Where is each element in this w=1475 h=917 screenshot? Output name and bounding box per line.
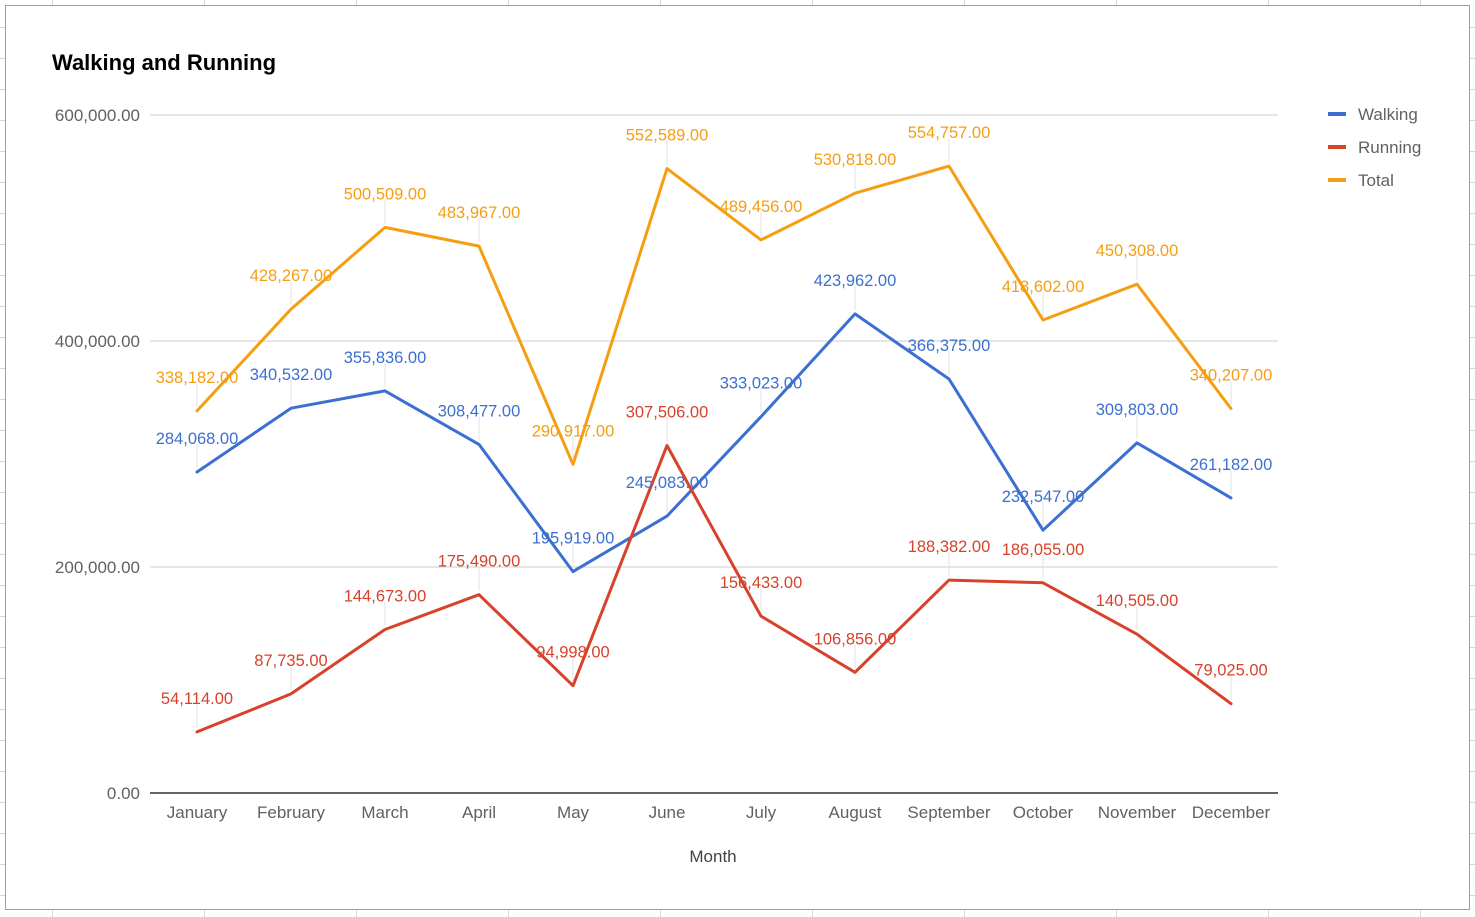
legend-label-running: Running (1358, 138, 1421, 157)
legend-label-walking: Walking (1358, 105, 1418, 124)
data-label-running: 54,114.00 (161, 690, 233, 708)
chart-title: Walking and Running (52, 50, 276, 75)
data-label-walking: 423,962.00 (814, 272, 897, 290)
y-tick-label: 0.00 (107, 784, 140, 803)
y-tick-label: 600,000.00 (55, 106, 140, 125)
data-label-total: 500,509.00 (344, 185, 427, 203)
x-tick-label: December (1192, 803, 1271, 822)
data-label-walking: 261,182.00 (1190, 456, 1273, 474)
x-tick-label: April (462, 803, 496, 822)
data-label-running: 307,506.00 (626, 404, 709, 422)
x-tick-label: June (649, 803, 686, 822)
gridlines (150, 114, 1278, 794)
legend-item-running[interactable]: Running (1328, 138, 1421, 157)
data-label-total: 428,267.00 (250, 267, 333, 285)
x-tick-label: March (361, 803, 408, 822)
series-line-running[interactable] (195, 444, 1233, 734)
x-axis-title: Month (689, 847, 736, 866)
x-tick-label: October (1013, 803, 1074, 822)
series-lines (195, 164, 1233, 734)
data-label-walking: 284,068.00 (156, 430, 239, 448)
y-tick-label: 200,000.00 (55, 558, 140, 577)
data-label-total: 554,757.00 (908, 124, 991, 142)
data-label-running: 186,055.00 (1002, 541, 1085, 559)
x-tick-label: November (1098, 803, 1177, 822)
data-label-walking: 355,836.00 (344, 349, 427, 367)
data-labels: 284,068.00 340,532.00 355,836.00 308,477.00… (156, 124, 1273, 728)
x-tick-label: February (257, 803, 326, 822)
series-line-total[interactable] (195, 164, 1233, 466)
data-label-total: 418,602.00 (1002, 278, 1085, 296)
data-label-running: 106,856.00 (814, 630, 897, 648)
data-label-total: 489,456.00 (720, 198, 803, 216)
data-label-total: 338,182.00 (156, 369, 239, 387)
x-tick-label: September (907, 803, 990, 822)
y-axis-ticks: 0.00 200,000.00 400,000.00 600,000.00 (55, 106, 140, 803)
data-label-running: 175,490.00 (438, 553, 521, 571)
legend-item-total[interactable]: Total (1328, 171, 1394, 190)
data-label-walking: 245,083.00 (626, 474, 709, 492)
data-label-walking: 309,803.00 (1096, 401, 1179, 419)
data-label-running: 94,998.00 (536, 644, 609, 662)
x-axis-ticks: January February March April May June July Augu… (167, 803, 1271, 822)
data-label-total: 340,207.00 (1190, 367, 1273, 385)
legend-item-walking[interactable]: Walking (1328, 105, 1418, 124)
data-label-total: 483,967.00 (438, 204, 521, 222)
data-label-walking: 366,375.00 (908, 337, 991, 355)
data-label-walking: 333,023.00 (720, 375, 803, 393)
x-tick-label: January (167, 803, 228, 822)
data-label-total: 552,589.00 (626, 127, 709, 145)
data-label-total: 530,818.00 (814, 151, 897, 169)
data-label-running: 140,505.00 (1096, 592, 1179, 610)
legend-label-total: Total (1358, 171, 1394, 190)
data-label-walking: 340,532.00 (250, 366, 333, 384)
x-tick-label: August (829, 803, 882, 822)
series-line-walking[interactable] (195, 312, 1233, 574)
y-tick-label: 400,000.00 (55, 332, 140, 351)
data-label-total: 290,917.00 (532, 422, 615, 440)
data-label-running: 87,735.00 (254, 652, 327, 670)
legend[interactable]: Walking Running Total (1328, 105, 1421, 190)
data-label-running: 188,382.00 (908, 538, 991, 556)
data-label-walking: 232,547.00 (1002, 488, 1085, 506)
data-label-running: 144,673.00 (344, 588, 427, 606)
chart-container[interactable] (5, 5, 1470, 910)
data-label-running: 79,025.00 (1194, 662, 1267, 680)
x-tick-label: May (557, 803, 590, 822)
x-tick-label: July (746, 803, 777, 822)
data-label-running: 156,433.00 (720, 574, 803, 592)
data-label-walking: 195,919.00 (532, 530, 615, 548)
data-label-walking: 308,477.00 (438, 402, 521, 420)
data-label-total: 450,308.00 (1096, 242, 1179, 260)
